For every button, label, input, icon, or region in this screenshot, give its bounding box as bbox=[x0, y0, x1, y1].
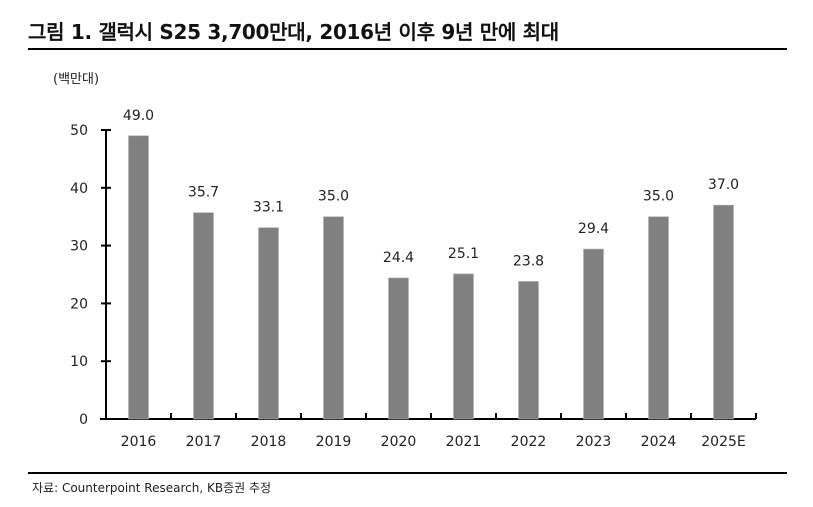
bar-value-label: 35.0 bbox=[643, 189, 674, 205]
x-tick-label: 2017 bbox=[186, 434, 222, 450]
x-tick-label: 2020 bbox=[381, 434, 417, 450]
y-tick-label: 40 bbox=[70, 181, 88, 197]
bar bbox=[648, 216, 669, 420]
bar-value-label: 49.0 bbox=[123, 108, 154, 124]
bar bbox=[388, 277, 409, 420]
x-tick-label: 2022 bbox=[511, 434, 547, 450]
bar-value-label: 35.0 bbox=[318, 189, 349, 205]
bottom-divider bbox=[28, 472, 787, 474]
y-axis: 0 10 20 30 40 50 bbox=[70, 123, 111, 428]
figure-title: 그림 1. 갤럭시 S25 3,700만대, 2016년 이후 9년 만에 최대 bbox=[28, 20, 559, 44]
bar bbox=[453, 273, 474, 420]
x-tick-label: 2016 bbox=[121, 434, 157, 450]
x-tick-label: 2018 bbox=[251, 434, 287, 450]
x-tick-label: 2019 bbox=[316, 434, 352, 450]
bar bbox=[518, 281, 539, 420]
bar-series: 49.0 35.7 33.1 35.0 24.4 25.1 23.8 29.4 35.0 37.0 bbox=[123, 108, 739, 420]
x-axis: 2016 2017 2018 2019 2020 2021 2022 2023 2024 2025… bbox=[100, 413, 757, 450]
x-tick-label: 2025E bbox=[701, 434, 745, 450]
bar-value-label: 24.4 bbox=[383, 250, 414, 266]
top-divider bbox=[28, 48, 787, 50]
bar bbox=[258, 227, 279, 420]
bar bbox=[713, 204, 734, 420]
bar bbox=[128, 135, 149, 420]
y-tick-label: 0 bbox=[79, 412, 88, 428]
y-tick-label: 20 bbox=[70, 296, 88, 312]
bar bbox=[323, 216, 344, 420]
x-tick-label: 2021 bbox=[446, 434, 482, 450]
source-note: 자료: Counterpoint Research, KB증권 추정 bbox=[32, 481, 272, 495]
bar-value-label: 37.0 bbox=[708, 177, 739, 193]
y-tick-label: 50 bbox=[70, 123, 88, 139]
bar bbox=[193, 212, 214, 420]
bar-value-label: 33.1 bbox=[253, 200, 284, 216]
x-tick-label: 2024 bbox=[641, 434, 677, 450]
y-tick-label: 30 bbox=[70, 239, 88, 255]
bar-value-label: 23.8 bbox=[513, 253, 544, 269]
bar-value-label: 35.7 bbox=[188, 185, 219, 201]
bar bbox=[583, 248, 604, 420]
x-tick-label: 2023 bbox=[576, 434, 612, 450]
bar-value-label: 29.4 bbox=[578, 221, 609, 237]
y-axis-unit-label: (백만대) bbox=[53, 72, 100, 87]
y-tick-label: 10 bbox=[70, 354, 88, 370]
bar-value-label: 25.1 bbox=[448, 246, 479, 262]
